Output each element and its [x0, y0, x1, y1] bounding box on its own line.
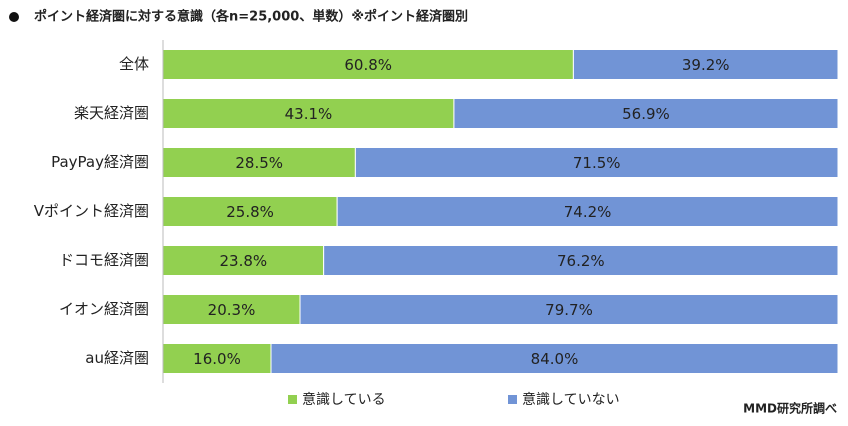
title-bullet: [9, 12, 19, 22]
source-note: MMD研究所調べ: [743, 401, 837, 416]
value-label: 23.8%: [219, 252, 267, 270]
value-label: 79.7%: [545, 301, 593, 319]
legend-swatch: [288, 395, 297, 404]
y-tick-label: Vポイント経済圏: [34, 202, 149, 220]
bar-segment: [336, 196, 839, 227]
legend-label: 意識している: [302, 391, 386, 408]
legend-swatch: [508, 395, 517, 404]
y-tick-label: イオン経済圏: [59, 300, 149, 318]
chart-title: ポイント経済圏に対する意識（各n=25,000、単数）※ポイント経済圏別: [34, 9, 468, 25]
bar-segment: [162, 196, 338, 227]
bar-segment: [162, 147, 356, 178]
value-label: 25.8%: [226, 203, 274, 221]
bar-segment: [162, 49, 574, 80]
value-label: 76.2%: [557, 252, 605, 270]
y-tick-label: 全体: [119, 55, 149, 73]
value-label: 43.1%: [285, 105, 333, 123]
value-label: 60.8%: [344, 56, 392, 74]
bar-segment: [354, 147, 839, 178]
value-label: 28.5%: [235, 154, 283, 172]
legend-label: 意識していない: [522, 391, 620, 408]
y-tick-label: 楽天経済圏: [74, 104, 149, 122]
value-label: 84.0%: [531, 350, 579, 368]
y-tick-label: PayPay経済圏: [51, 153, 149, 171]
y-tick-label: ドコモ経済圏: [59, 251, 149, 269]
bar-segment: [572, 49, 839, 80]
bar-segment: [162, 343, 272, 374]
value-label: 16.0%: [193, 350, 241, 368]
bar-segment: [323, 245, 839, 276]
bar-segment: [162, 98, 455, 129]
bar-segment: [299, 294, 839, 325]
bar-segment: [453, 98, 839, 129]
bar-segment: [270, 343, 839, 374]
value-label: 74.2%: [564, 203, 612, 221]
value-label: 56.9%: [622, 105, 670, 123]
value-label: 20.3%: [208, 301, 256, 319]
value-label: 71.5%: [573, 154, 621, 172]
y-tick-label: au経済圏: [85, 349, 149, 367]
value-label: 39.2%: [682, 56, 730, 74]
